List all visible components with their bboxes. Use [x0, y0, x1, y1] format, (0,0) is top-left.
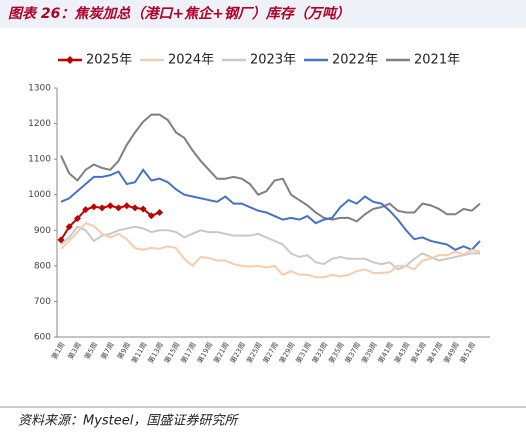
x-tick-label: 第51周 — [458, 341, 477, 365]
series-line — [60, 222, 481, 279]
y-tick-label: 1300 — [28, 84, 51, 94]
point-marker — [57, 236, 65, 244]
x-tick-label: 第1周 — [49, 341, 66, 361]
y-tick-label: 1200 — [28, 119, 51, 129]
x-tick-label: 第9周 — [115, 341, 132, 361]
point-marker — [82, 206, 90, 214]
y-tick-label: 1000 — [28, 190, 51, 200]
point-marker — [65, 223, 73, 231]
point-marker — [123, 202, 131, 210]
point-marker — [90, 203, 98, 211]
legend-marker — [66, 56, 74, 64]
legend-label: 2023年 — [250, 53, 296, 68]
point-marker — [106, 202, 114, 210]
y-tick-label: 900 — [34, 226, 51, 236]
source: 资料来源：Mysteel，国盛证券研究所 — [18, 413, 239, 429]
y-tick-label: 800 — [34, 261, 51, 271]
legend-label: 2022年 — [332, 53, 378, 68]
series-line — [60, 225, 480, 271]
point-marker — [147, 212, 155, 220]
x-tick-label: 第3周 — [66, 341, 83, 361]
y-tick-label: 600 — [34, 333, 51, 343]
chart-title: 图表 26：焦炭加总（港口+焦企+钢厂）库存（万吨） — [8, 5, 350, 22]
x-tick-label: 第7周 — [99, 341, 116, 361]
legend-label: 2021年 — [414, 53, 460, 68]
point-marker — [156, 209, 164, 216]
legend-label: 2024年 — [168, 53, 214, 68]
point-marker — [98, 204, 106, 212]
title-bg — [0, 0, 526, 28]
series-line — [60, 168, 481, 252]
point-marker — [139, 205, 147, 213]
y-tick-label: 1100 — [28, 155, 51, 165]
point-marker — [131, 204, 139, 212]
point-marker — [115, 204, 123, 212]
y-tick-label: 700 — [34, 297, 51, 307]
x-tick-label: 第5周 — [82, 341, 99, 361]
point-marker — [73, 215, 81, 223]
legend-label: 2025年 — [86, 53, 132, 68]
series-line — [60, 113, 481, 223]
